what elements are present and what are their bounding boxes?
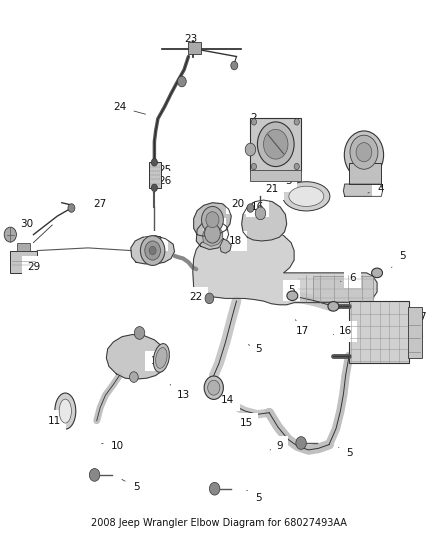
Circle shape	[149, 246, 156, 255]
Text: 5: 5	[122, 479, 139, 492]
Circle shape	[247, 204, 254, 212]
Bar	[349, 163, 381, 184]
Text: 2008 Jeep Wrangler Elbow Diagram for 68027493AA: 2008 Jeep Wrangler Elbow Diagram for 680…	[91, 518, 347, 528]
Text: 27: 27	[93, 199, 107, 209]
Bar	[17, 243, 29, 251]
Polygon shape	[194, 203, 231, 237]
Bar	[409, 308, 422, 358]
Bar	[11, 251, 37, 273]
Polygon shape	[202, 225, 223, 246]
Ellipse shape	[287, 291, 298, 301]
Circle shape	[201, 206, 223, 233]
Text: 3: 3	[286, 176, 292, 187]
Text: 21: 21	[265, 184, 279, 195]
Ellipse shape	[328, 302, 339, 311]
Text: 20: 20	[231, 199, 244, 211]
Text: 19: 19	[208, 223, 221, 233]
Circle shape	[130, 372, 138, 382]
Bar	[349, 301, 410, 364]
Circle shape	[294, 119, 299, 125]
Text: 9: 9	[270, 441, 283, 451]
Circle shape	[294, 164, 299, 169]
Text: 5: 5	[286, 286, 294, 295]
Circle shape	[231, 61, 238, 70]
Circle shape	[134, 327, 145, 340]
Text: 12: 12	[150, 356, 164, 366]
Circle shape	[264, 130, 288, 159]
Ellipse shape	[283, 182, 330, 211]
Polygon shape	[106, 335, 167, 379]
Circle shape	[208, 380, 220, 395]
Circle shape	[344, 131, 384, 179]
Circle shape	[255, 207, 266, 220]
Text: 6: 6	[340, 273, 356, 283]
Circle shape	[145, 241, 160, 260]
Text: 13: 13	[170, 384, 190, 400]
Bar	[251, 169, 300, 181]
Polygon shape	[343, 184, 383, 196]
Text: 5: 5	[392, 251, 406, 268]
Circle shape	[251, 164, 257, 169]
Bar	[149, 163, 161, 188]
Bar	[251, 118, 300, 171]
Polygon shape	[131, 236, 174, 264]
Circle shape	[205, 224, 220, 243]
Text: 14: 14	[220, 390, 234, 406]
Polygon shape	[193, 228, 377, 305]
Text: 23: 23	[184, 34, 197, 46]
Ellipse shape	[55, 393, 76, 429]
Circle shape	[251, 119, 257, 125]
Text: 18: 18	[229, 236, 242, 246]
Text: 4: 4	[368, 184, 384, 195]
Text: 7: 7	[412, 312, 425, 322]
Text: 17: 17	[295, 320, 310, 336]
Polygon shape	[220, 239, 231, 253]
Circle shape	[68, 204, 75, 212]
Circle shape	[4, 227, 16, 242]
Text: 5: 5	[339, 447, 353, 457]
Circle shape	[206, 212, 219, 228]
Circle shape	[350, 135, 378, 169]
Text: 5: 5	[247, 490, 261, 503]
Text: 10: 10	[102, 441, 124, 451]
Text: 29: 29	[25, 262, 40, 271]
Text: 24: 24	[113, 102, 145, 114]
Bar	[313, 276, 373, 301]
Ellipse shape	[289, 186, 324, 206]
Ellipse shape	[155, 348, 167, 368]
Ellipse shape	[153, 344, 170, 372]
Circle shape	[296, 437, 306, 449]
Polygon shape	[196, 220, 229, 249]
Text: 2: 2	[251, 112, 265, 134]
Text: 28: 28	[147, 236, 162, 246]
Circle shape	[205, 293, 214, 304]
Circle shape	[177, 76, 186, 87]
Text: 30: 30	[20, 219, 33, 229]
Text: 25: 25	[157, 165, 171, 175]
Text: 15: 15	[240, 418, 253, 429]
Bar	[188, 42, 201, 54]
Text: 16: 16	[333, 326, 352, 336]
Text: 8: 8	[411, 330, 423, 341]
Circle shape	[209, 482, 220, 495]
Text: 11: 11	[46, 416, 60, 426]
Circle shape	[245, 143, 256, 156]
Circle shape	[141, 236, 165, 265]
Circle shape	[204, 376, 223, 399]
Circle shape	[151, 184, 157, 191]
Circle shape	[89, 469, 100, 481]
Text: 26: 26	[157, 176, 171, 187]
Polygon shape	[242, 200, 287, 241]
Circle shape	[151, 159, 157, 166]
Text: 5: 5	[248, 344, 261, 354]
Circle shape	[258, 122, 294, 166]
Text: 22: 22	[190, 292, 203, 302]
Ellipse shape	[59, 399, 71, 423]
Circle shape	[356, 143, 372, 162]
Text: 1: 1	[361, 155, 384, 165]
Text: 16: 16	[251, 202, 264, 212]
Ellipse shape	[371, 268, 382, 278]
